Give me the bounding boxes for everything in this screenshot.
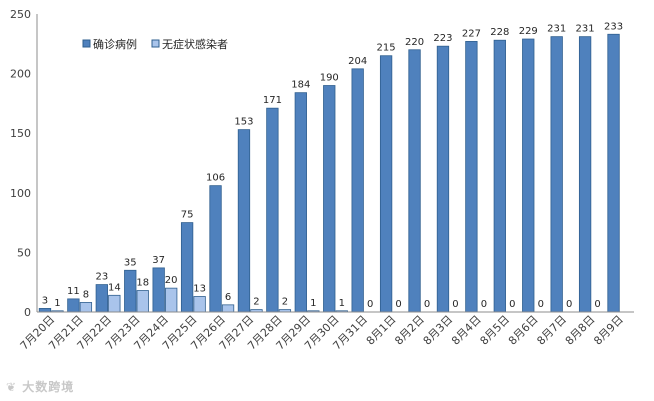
legend: 确诊病例 无症状感染者 <box>82 37 228 51</box>
x-tick-label: 8月3日 <box>421 313 456 348</box>
data-label-asymptomatic: 14 <box>108 282 121 293</box>
data-label-asymptomatic: 0 <box>367 299 373 310</box>
x-tick-label: 8月4日 <box>449 313 484 348</box>
data-label-asymptomatic: 2 <box>282 297 288 308</box>
data-label-asymptomatic: 13 <box>193 284 206 295</box>
data-label-confirmed: 106 <box>206 173 225 184</box>
x-tick-label: 8月9日 <box>591 313 626 348</box>
y-axis-labels: 0 50 100 150 200 250 <box>10 8 31 319</box>
bar-confirmed <box>237 129 251 313</box>
bar-confirmed <box>67 298 80 313</box>
data-label-confirmed: 229 <box>519 26 538 37</box>
data-label-confirmed: 3 <box>42 295 48 306</box>
bar-confirmed <box>152 267 165 313</box>
bar-asymptomatic <box>193 296 206 313</box>
legend-label-confirmed: 确诊病例 <box>93 37 137 51</box>
bird-logo-icon: ❦ <box>6 380 18 394</box>
data-label-confirmed: 204 <box>348 56 367 67</box>
bar-confirmed <box>180 222 194 313</box>
data-label-confirmed: 75 <box>181 210 194 221</box>
bar-confirmed <box>209 185 222 313</box>
bar-confirmed <box>323 85 336 313</box>
data-label-asymptomatic: 8 <box>83 289 89 300</box>
bar-asymptomatic <box>79 302 93 313</box>
data-label-confirmed: 220 <box>405 37 424 48</box>
data-label-asymptomatic: 0 <box>395 299 401 310</box>
bars <box>38 33 620 313</box>
y-tick-label: 250 <box>10 8 31 21</box>
data-label-confirmed: 171 <box>263 95 282 106</box>
bar-asymptomatic <box>108 294 121 313</box>
x-tick-label: 8月5日 <box>478 313 513 348</box>
data-label-confirmed: 231 <box>547 24 566 35</box>
x-tick-label: 8月7日 <box>534 313 569 348</box>
x-axis-labels: 7月20日7月21日7月22日7月23日7月24日7月25日7月26日7月27日… <box>18 313 626 353</box>
data-label-asymptomatic: 0 <box>538 299 544 310</box>
data-label-confirmed: 215 <box>377 43 396 54</box>
bar-asymptomatic <box>221 304 235 313</box>
x-tick-label: 8月1日 <box>364 313 399 348</box>
y-tick-label: 150 <box>10 127 31 140</box>
data-label-confirmed: 37 <box>152 255 165 266</box>
bar-confirmed <box>95 284 108 313</box>
data-label-asymptomatic: 2 <box>253 297 259 308</box>
data-label-asymptomatic: 20 <box>165 275 178 286</box>
data-labels: 3 111 823143518372075131066153217121841190… <box>42 21 623 310</box>
data-label-confirmed: 223 <box>433 33 452 44</box>
bar-confirmed <box>578 36 592 313</box>
bar-confirmed <box>493 39 506 313</box>
data-label-confirmed: 23 <box>95 272 108 283</box>
bar-confirmed <box>522 38 535 313</box>
data-label-asymptomatic: 0 <box>594 299 600 310</box>
data-label-confirmed: 11 <box>67 286 80 297</box>
data-label-asymptomatic: 0 <box>452 299 458 310</box>
data-label-asymptomatic: 0 <box>424 299 430 310</box>
data-label-asymptomatic: 18 <box>136 278 149 289</box>
data-label-confirmed: 190 <box>320 73 339 84</box>
data-label-confirmed: 184 <box>291 80 310 91</box>
y-tick-label: 200 <box>10 68 31 81</box>
bar-confirmed <box>266 107 279 313</box>
bar-confirmed <box>379 55 393 313</box>
data-label-asymptomatic: 1 <box>339 298 345 309</box>
data-label-confirmed: 227 <box>462 28 481 39</box>
data-label-asymptomatic: 1 <box>54 298 60 309</box>
y-tick-label: 100 <box>10 187 31 200</box>
data-label-asymptomatic: 0 <box>509 299 515 310</box>
bar-confirmed <box>294 92 307 313</box>
bar-asymptomatic <box>165 287 178 313</box>
bar-confirmed <box>607 33 620 313</box>
data-label-confirmed: 231 <box>576 24 595 35</box>
y-tick-label: 50 <box>17 246 31 259</box>
data-label-asymptomatic: 1 <box>310 298 316 309</box>
bar-confirmed <box>465 41 478 313</box>
bar-confirmed <box>351 68 364 313</box>
bar-asymptomatic <box>136 290 149 313</box>
legend-swatch-asymptomatic <box>151 39 160 48</box>
x-tick-label: 8月2日 <box>392 313 427 348</box>
bar-confirmed <box>436 45 450 313</box>
x-tick-label: 8月8日 <box>563 313 598 348</box>
bar-confirmed <box>124 269 137 313</box>
y-tick-label: 0 <box>24 306 31 319</box>
watermark-text: 大数跨境 <box>22 380 75 394</box>
data-label-asymptomatic: 6 <box>225 292 231 303</box>
data-label-confirmed: 35 <box>124 257 137 268</box>
bar-confirmed <box>550 36 563 313</box>
data-label-confirmed: 233 <box>604 21 623 32</box>
bar-confirmed <box>408 49 421 313</box>
data-label-asymptomatic: 0 <box>481 299 487 310</box>
bar-confirmed <box>38 308 52 313</box>
data-label-confirmed: 153 <box>234 117 253 128</box>
watermark: ❦ 大数跨境 <box>6 378 74 395</box>
legend-swatch-confirmed <box>82 39 91 48</box>
data-label-confirmed: 228 <box>490 27 509 38</box>
legend-label-asymptomatic: 无症状感染者 <box>162 37 228 51</box>
data-label-asymptomatic: 0 <box>566 299 572 310</box>
x-tick-label: 8月6日 <box>506 313 541 348</box>
